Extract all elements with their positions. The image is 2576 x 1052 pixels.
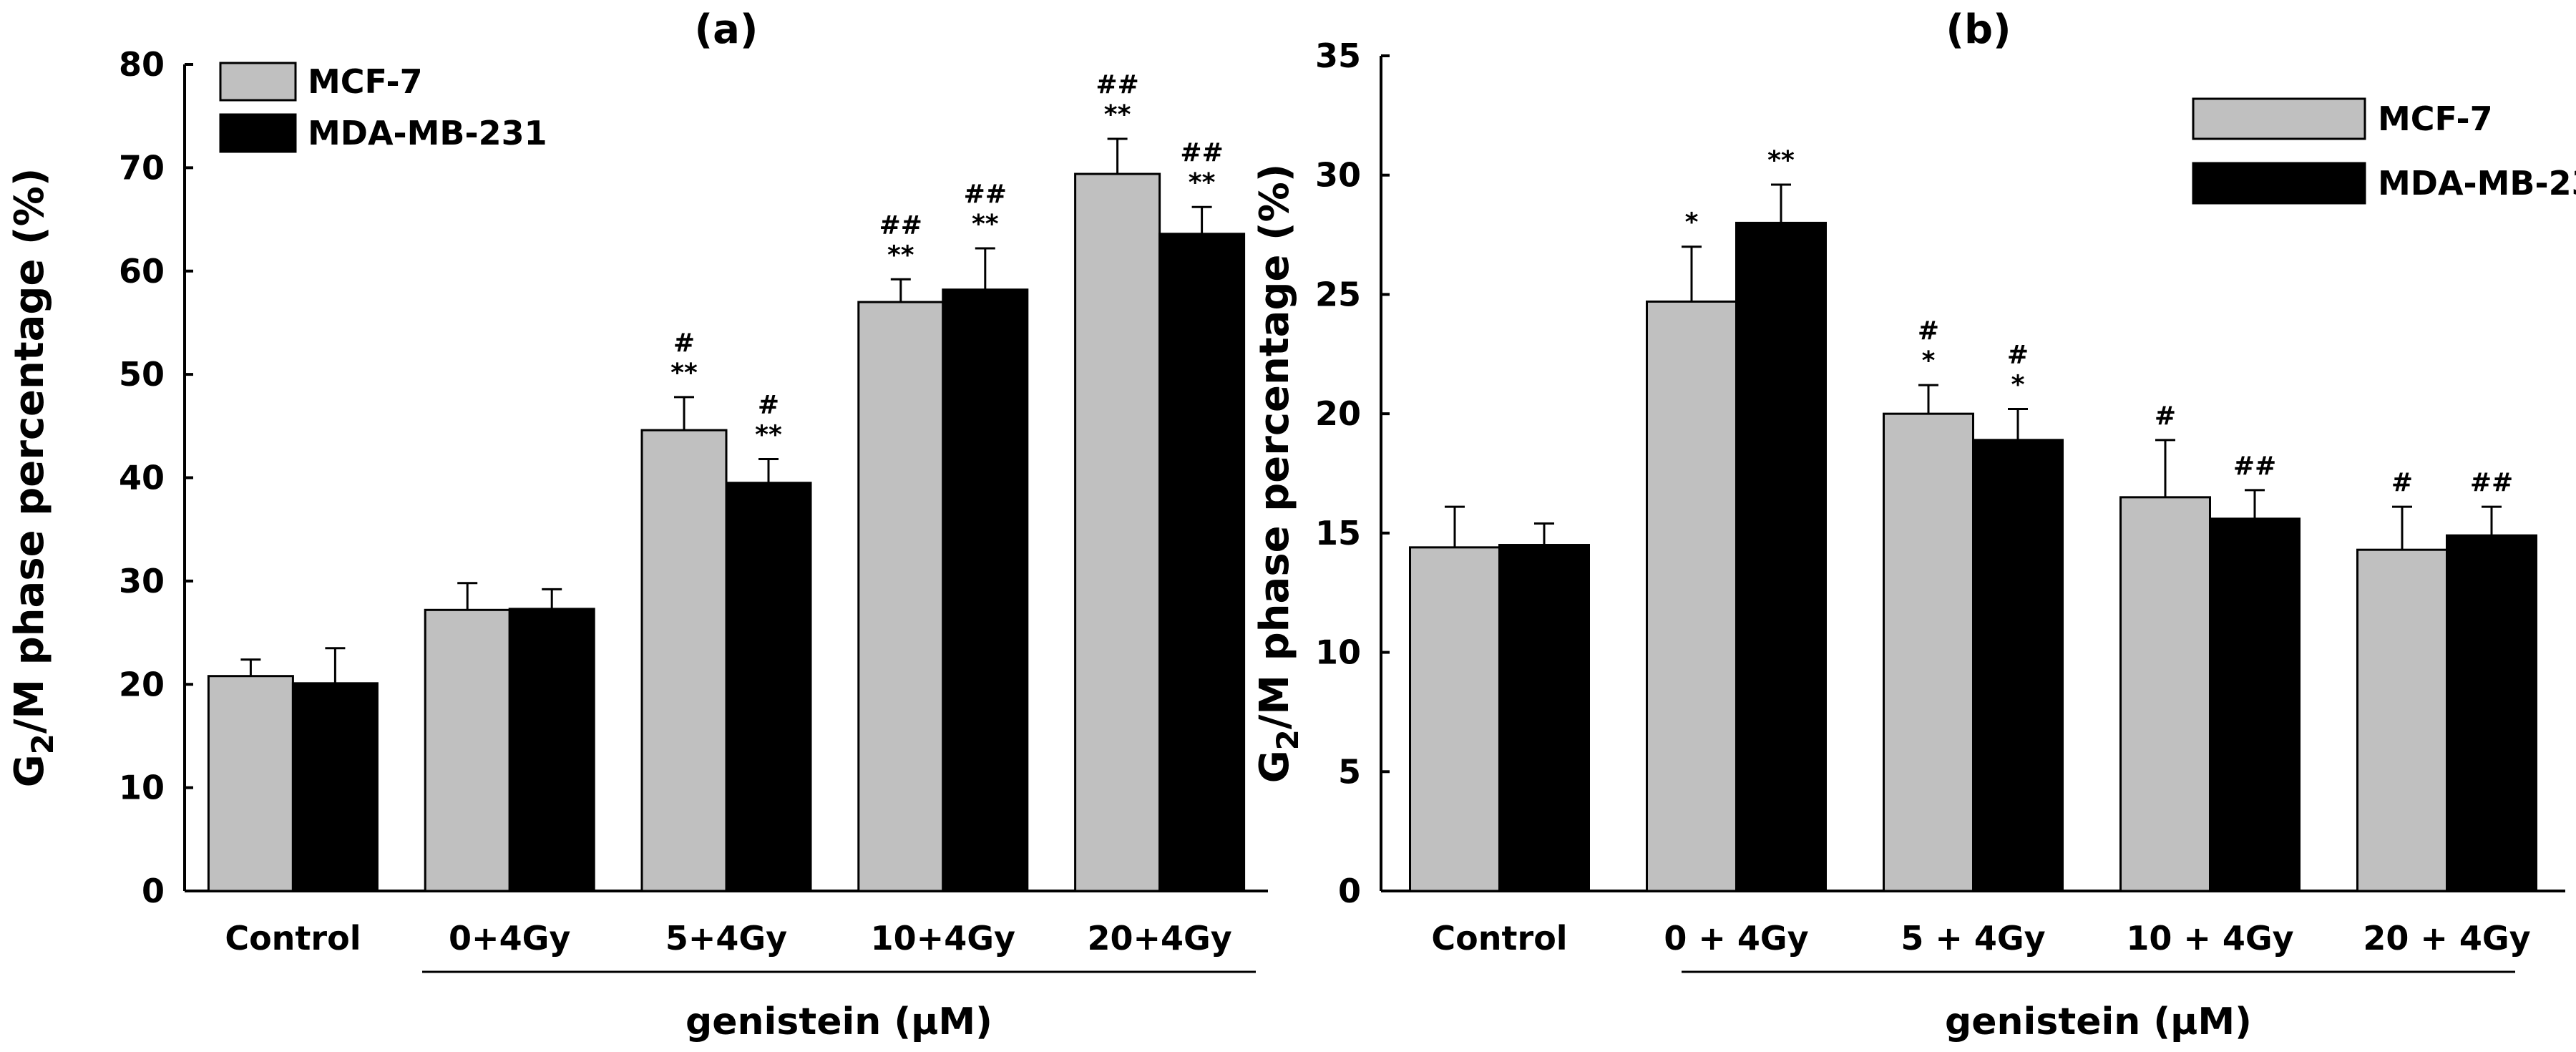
bar — [1883, 412, 1974, 892]
bar — [1646, 300, 1737, 892]
bar — [1158, 233, 1246, 892]
y-tick-label: 80 — [119, 45, 165, 84]
legend-label: MCF-7 — [308, 62, 423, 101]
y-axis-label-main: G — [6, 754, 53, 787]
significance-mark: # — [2155, 401, 2176, 431]
significance-mark: ## — [2233, 452, 2276, 481]
y-axis-label-subscript: 2 — [1270, 729, 1305, 750]
y-tick-label: 15 — [1315, 514, 1361, 552]
legend-label: MDA-MB-231 — [2378, 164, 2576, 203]
significance-mark: ** — [1189, 168, 1216, 198]
x-tick-label: Control — [225, 919, 361, 958]
x-tick-label: 10+4Gy — [871, 919, 1015, 958]
x-tick-label: 20+4Gy — [1087, 919, 1231, 958]
significance-mark: * — [2011, 370, 2025, 399]
y-tick-label: 30 — [1315, 156, 1361, 195]
significance-mark: ** — [1767, 146, 1795, 175]
significance-mark: ## — [1180, 138, 1223, 167]
legend-label: MDA-MB-231 — [308, 114, 547, 152]
y-tick-label: 25 — [1315, 275, 1361, 313]
legend-swatch — [2192, 162, 2366, 205]
legend-swatch — [219, 113, 297, 153]
significance-mark: ** — [887, 240, 914, 270]
x-tick-label: Control — [1431, 919, 1567, 958]
y-tick-label: 35 — [1315, 36, 1361, 75]
bar — [640, 429, 728, 892]
significance-mark: ## — [964, 180, 1007, 209]
significance-mark: # — [758, 391, 779, 420]
y-tick-label: 10 — [1315, 633, 1361, 672]
significance-mark: # — [1918, 316, 1939, 346]
significance-mark: ## — [1096, 70, 1138, 99]
bar — [725, 482, 812, 892]
bar — [508, 608, 595, 892]
y-tick-label: 10 — [119, 769, 165, 807]
bar — [1735, 221, 1827, 892]
significance-mark: * — [1922, 346, 1936, 376]
significance-mark: ## — [2470, 468, 2513, 497]
y-axis-label-subscript: 2 — [25, 734, 60, 754]
bar — [2119, 496, 2211, 892]
y-axis-label-rest: /M phase percentage (%) — [1252, 164, 1298, 729]
y-tick-label: 0 — [142, 872, 165, 910]
legend: MCF-7 MDA-MB-231 — [2192, 97, 2576, 205]
significance-mark: # — [2391, 468, 2413, 497]
bar — [1972, 439, 2064, 892]
bar — [2446, 534, 2537, 892]
x-axis-label: genistein (μM) — [686, 1000, 992, 1043]
significance-mark: ** — [670, 359, 698, 388]
y-tick-label: 20 — [119, 665, 165, 703]
x-tick-label: 5 + 4Gy — [1901, 919, 2045, 958]
legend-swatch — [219, 62, 297, 102]
y-tick-label: 40 — [119, 459, 165, 497]
y-axis-label-main: G — [1252, 750, 1298, 783]
bar — [291, 682, 379, 892]
significance-mark: ** — [972, 210, 999, 239]
bar — [1498, 544, 1590, 892]
y-tick-label: 0 — [1338, 872, 1361, 910]
y-tick-label: 5 — [1338, 752, 1361, 791]
legend: MCF-7 MDA-MB-231 — [219, 62, 547, 153]
y-axis-label: G2/M phase percentage (%) — [1252, 164, 1305, 784]
x-tick-label: 0+4Gy — [449, 919, 570, 958]
bar — [207, 675, 294, 892]
x-tick-label: 5+4Gy — [665, 919, 787, 958]
chart-panel-a: 01020304050607080#**##**##**#**##**##**C… — [6, 6, 1268, 1043]
chart-title: (a) — [695, 6, 758, 53]
bar — [1074, 172, 1161, 892]
x-tick-label: 10 + 4Gy — [2126, 919, 2293, 958]
bar — [857, 301, 945, 892]
significance-mark: ## — [879, 210, 922, 240]
y-tick-label: 50 — [119, 355, 165, 394]
x-tick-label: 20 + 4Gy — [2363, 919, 2530, 958]
y-axis-label-rest: /M phase percentage (%) — [6, 168, 53, 734]
bar — [1409, 546, 1501, 892]
bar — [2209, 517, 2301, 892]
y-tick-label: 70 — [119, 148, 165, 187]
bar — [942, 288, 1029, 892]
significance-mark: ** — [755, 421, 782, 450]
y-tick-label: 20 — [1315, 394, 1361, 433]
y-tick-label: 30 — [119, 562, 165, 600]
significance-mark: # — [673, 328, 695, 358]
significance-mark: * — [1685, 208, 1699, 238]
y-tick-label: 60 — [119, 252, 165, 291]
y-axis-label: G2/M phase percentage (%) — [6, 168, 60, 788]
legend-swatch — [2192, 97, 2366, 140]
significance-mark: ** — [1104, 100, 1131, 130]
x-tick-label: 0 + 4Gy — [1664, 919, 1808, 958]
bar — [2356, 548, 2448, 892]
bar — [424, 608, 511, 892]
chart-title: (b) — [1946, 6, 2011, 53]
x-axis-label: genistein (μM) — [1945, 1000, 2252, 1043]
legend-label: MCF-7 — [2378, 99, 2493, 138]
significance-mark: # — [2007, 340, 2029, 369]
